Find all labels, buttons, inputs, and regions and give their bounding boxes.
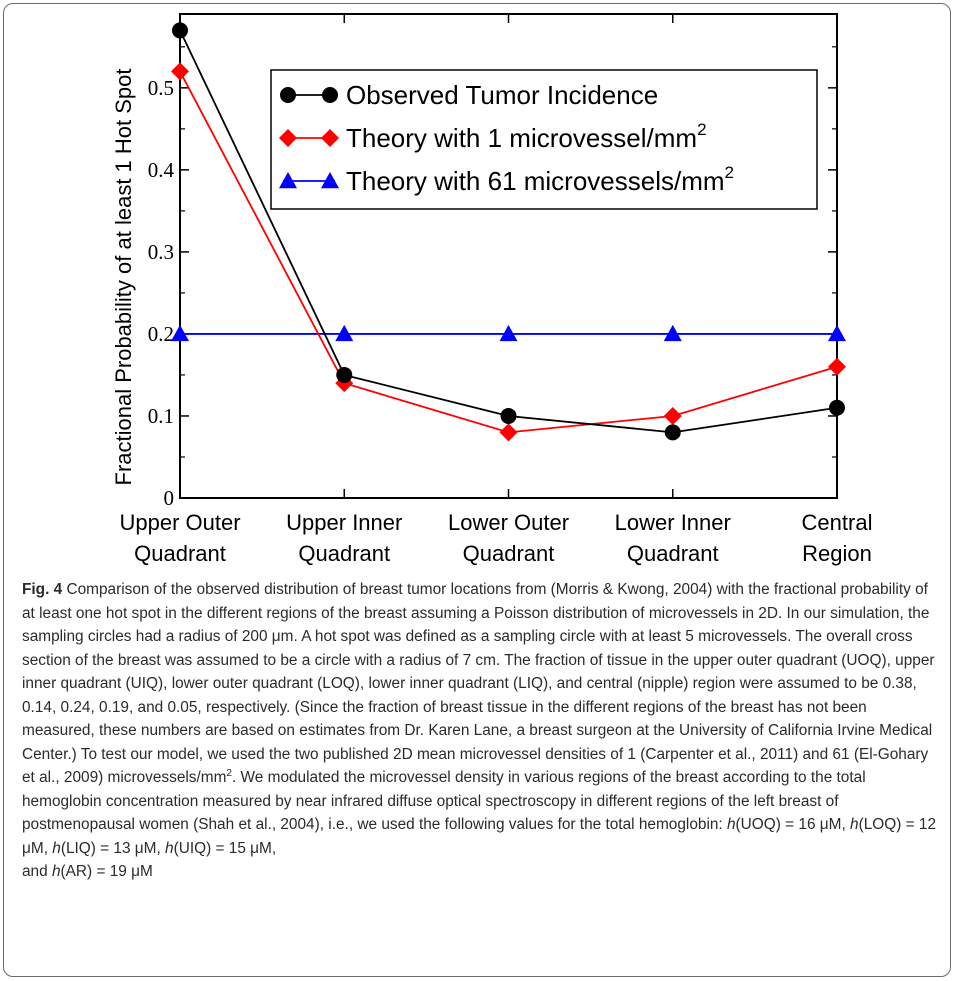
legend: Observed Tumor Incidence Theory with 1 mi… bbox=[270, 69, 818, 210]
data-point-diamond bbox=[171, 62, 189, 81]
data-point-circle bbox=[500, 407, 517, 424]
h-symbol: h bbox=[51, 863, 61, 880]
x-tick-label: Upper Outer bbox=[119, 510, 240, 535]
h-value-uiq: (UIQ) = 15 μM, bbox=[173, 839, 277, 857]
caption-text-part1: Comparison of the observed distribution … bbox=[22, 581, 935, 786]
y-tick-label: 0.4 bbox=[148, 158, 175, 182]
data-point-triangle bbox=[663, 324, 682, 342]
x-tick-label: Quadrant bbox=[627, 541, 719, 566]
x-tick-label: Region bbox=[802, 541, 872, 566]
caption-superscript: 2 bbox=[226, 767, 232, 779]
h-symbol: h bbox=[850, 816, 859, 833]
x-tick-label: Lower Inner bbox=[615, 510, 731, 535]
x-tick-label: Upper Inner bbox=[286, 510, 402, 535]
x-tick-label: Quadrant bbox=[463, 541, 555, 566]
line-chart: 0 0.1 0.2 0.3 0.4 0.5 Upper Outer Quadrant Upper… bbox=[111, 13, 873, 566]
y-tick-label: 0.1 bbox=[148, 404, 174, 428]
y-tick-label: 0.5 bbox=[148, 76, 174, 100]
axes: 0 0.1 0.2 0.3 0.4 0.5 Upper Outer Quadrant Upper… bbox=[119, 13, 873, 566]
data-point-circle bbox=[829, 399, 845, 416]
data-point-circle bbox=[172, 22, 188, 39]
h-symbol: h bbox=[726, 816, 736, 833]
data-point-triangle bbox=[499, 324, 518, 342]
legend-label: Theory with 61 microvessels/mm2 bbox=[346, 163, 734, 196]
figure-frame bbox=[3, 3, 951, 977]
h-value-liq: (LIQ) = 13 μM, bbox=[60, 839, 166, 857]
data-point-circle bbox=[664, 424, 681, 441]
data-point-diamond bbox=[828, 357, 846, 376]
data-point-triangle bbox=[279, 172, 297, 189]
figure-caption: Fig. 4 Comparison of the observed distri… bbox=[22, 578, 940, 884]
y-tick-label: 0.2 bbox=[148, 322, 174, 346]
y-axis-label: Fractional Probability of at least 1 Hot… bbox=[111, 69, 136, 486]
y-tick-label: 0.3 bbox=[148, 240, 174, 264]
data-point-diamond bbox=[663, 406, 682, 425]
x-tick-label: Lower Outer bbox=[448, 510, 569, 535]
data-point-circle bbox=[280, 87, 296, 103]
y-tick-label: 0 bbox=[164, 486, 175, 510]
data-point-diamond bbox=[499, 423, 518, 442]
h-symbol: h bbox=[165, 839, 174, 857]
data-point-triangle bbox=[335, 324, 354, 342]
legend-label: Observed Tumor Incidence bbox=[346, 80, 658, 110]
data-point-triangle bbox=[171, 324, 189, 342]
data-point-circle bbox=[336, 366, 353, 383]
caption-text-part2: . We modulated the microvessel density i… bbox=[22, 769, 866, 833]
h-symbol: h bbox=[52, 839, 61, 857]
data-point-triangle bbox=[828, 324, 846, 342]
series-group bbox=[171, 22, 846, 442]
legend-box bbox=[270, 69, 818, 210]
data-point-diamond bbox=[321, 129, 339, 147]
legend-label: Theory with 1 microvessel/mm2 bbox=[346, 120, 707, 153]
data-point-circle bbox=[322, 87, 338, 103]
h-value-ar: (AR) = 19 μM bbox=[60, 863, 153, 880]
data-point-triangle bbox=[321, 172, 339, 189]
figure-label: Fig. 4 bbox=[22, 581, 63, 598]
h-value-uoq: (UOQ) = 16 μM, bbox=[735, 816, 851, 833]
x-tick-label: Quadrant bbox=[298, 541, 390, 566]
x-tick-label: Central bbox=[802, 510, 873, 535]
h-value-loq: (LOQ) = 12 μM, bbox=[22, 816, 937, 857]
caption-last-prefix: and bbox=[22, 863, 52, 880]
data-point-diamond bbox=[279, 129, 297, 147]
x-tick-label: Quadrant bbox=[134, 541, 226, 566]
